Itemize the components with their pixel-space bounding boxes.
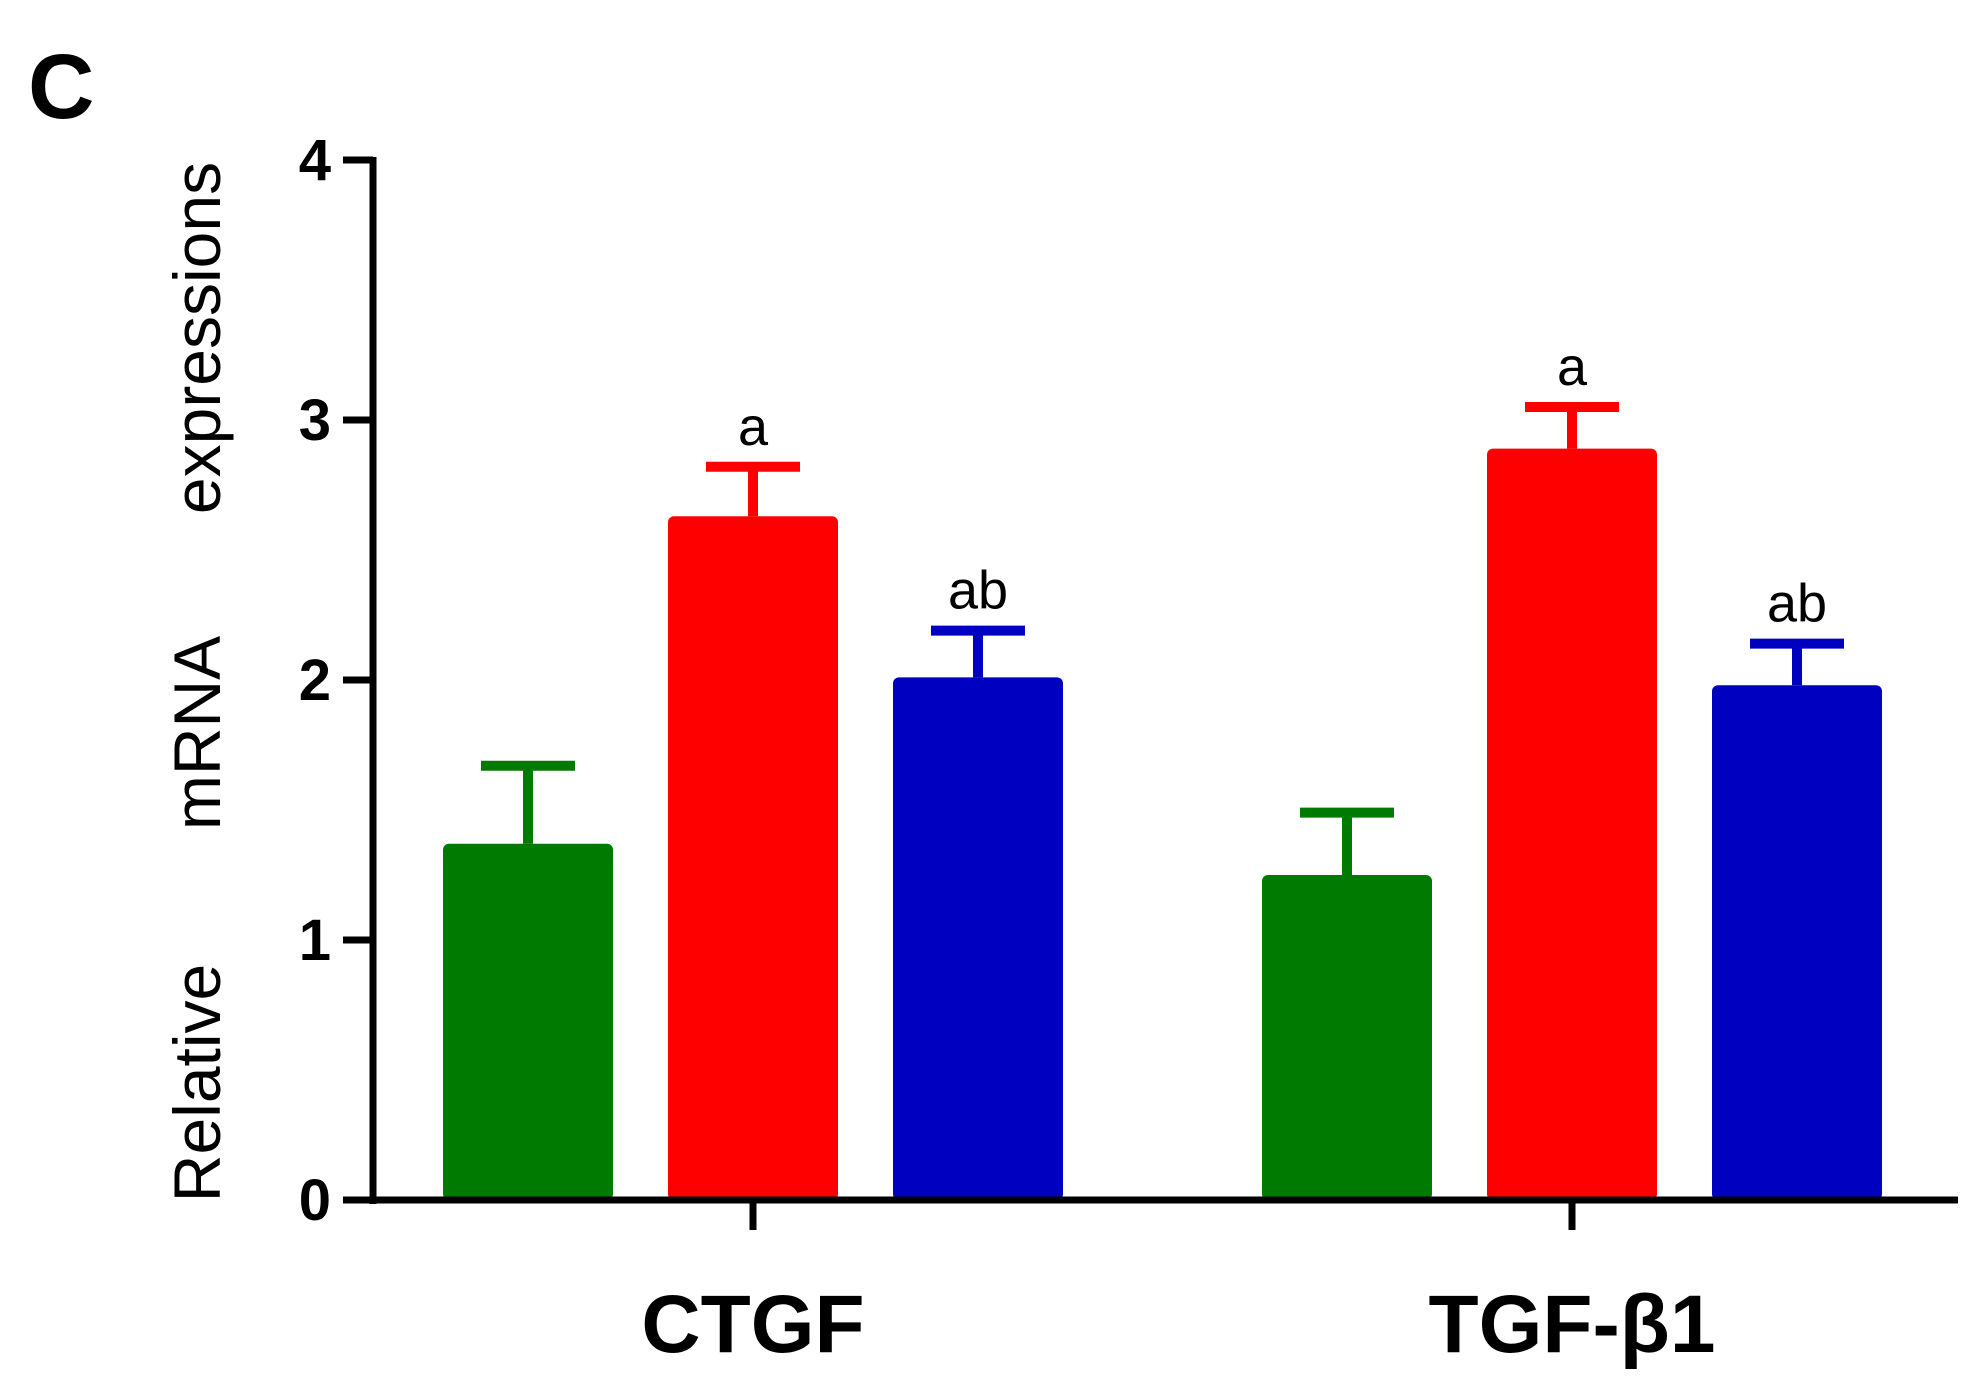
bar-ctgf-s3 (893, 677, 1063, 1200)
y-tick-label-2: 2 (299, 648, 331, 713)
y-tick-label-3: 3 (299, 388, 331, 453)
annotation-ctgf-s3: ab (948, 561, 1008, 621)
y-tick-label-1: 1 (299, 908, 331, 973)
labels-layer: a ab a ab 0 1 2 3 4 CTGF TGF-β1 (299, 128, 1827, 1370)
y-tick-label-4: 4 (299, 128, 331, 193)
bar-ctgf-s1 (443, 843, 613, 1200)
panel-label: C (28, 36, 94, 138)
bars-layer (443, 402, 1882, 1201)
y-axis-label-word-2: mRNA (160, 636, 234, 830)
bar-tgf-1-s1 (1262, 875, 1432, 1200)
x-tick-label-tgf-1: TGF-β1 (1429, 1279, 1716, 1370)
annotation-tgf-1-s3: ab (1767, 574, 1827, 634)
y-axis-label: Relative mRNA expressions (160, 162, 234, 1202)
bar-tgf-1-s3 (1712, 685, 1882, 1200)
y-axis-label-word-3: expressions (160, 162, 234, 514)
y-axis-label-word-1: Relative (160, 964, 234, 1202)
bar-tgf-1-s2 (1487, 448, 1657, 1201)
bar-ctgf-s2 (668, 516, 838, 1200)
y-tick-label-0: 0 (299, 1168, 331, 1233)
annotation-ctgf-s2: a (738, 397, 769, 457)
annotation-tgf-1-s2: a (1557, 337, 1588, 397)
x-tick-label-ctgf: CTGF (641, 1279, 864, 1370)
axes-layer (343, 156, 1958, 1230)
